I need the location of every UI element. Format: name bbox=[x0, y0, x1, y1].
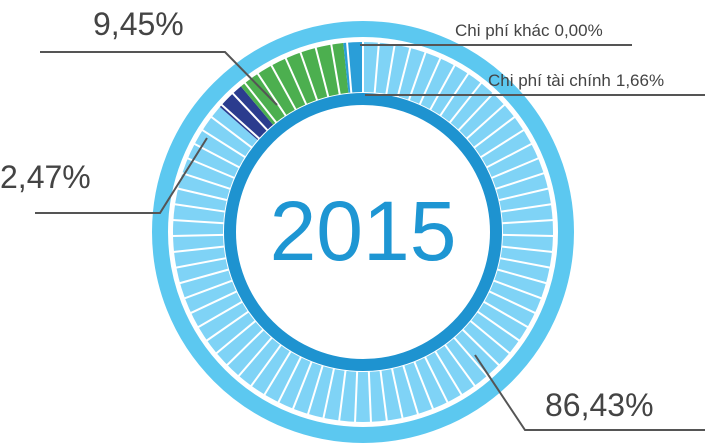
tile-divider bbox=[220, 103, 261, 140]
tile-divider bbox=[453, 336, 489, 378]
tile-divider bbox=[306, 364, 324, 416]
tile-divider bbox=[373, 41, 380, 94]
tile-divider bbox=[172, 245, 225, 253]
tile-divider bbox=[225, 328, 265, 367]
tile-divider bbox=[402, 364, 420, 416]
tile-divider bbox=[469, 319, 511, 355]
tile-divider bbox=[367, 370, 372, 423]
tile-divider bbox=[270, 64, 297, 111]
tile-divider bbox=[476, 310, 521, 342]
data-label: 9,45% bbox=[93, 6, 184, 42]
tile-divider bbox=[385, 43, 396, 96]
category-label: Chi phí khác bbox=[455, 21, 550, 40]
tile-divider bbox=[215, 319, 257, 355]
leader-line bbox=[474, 354, 705, 431]
inner-ring bbox=[224, 93, 502, 371]
tile-divider bbox=[479, 128, 525, 159]
tile-divider bbox=[461, 328, 501, 367]
tile-divider bbox=[256, 72, 287, 117]
tile-divider bbox=[175, 257, 227, 269]
tile-divider bbox=[189, 290, 238, 315]
tile-divider bbox=[379, 369, 388, 422]
center-text: 2015 bbox=[270, 184, 457, 278]
tile-divider bbox=[488, 290, 537, 315]
tile-divider bbox=[172, 233, 225, 237]
tile-divider bbox=[231, 92, 269, 132]
segment bbox=[240, 43, 349, 125]
tile-divider bbox=[277, 356, 303, 404]
tile-divider bbox=[201, 128, 247, 159]
tile-divider bbox=[354, 370, 359, 423]
tile-divider bbox=[249, 343, 283, 388]
tile-divider bbox=[443, 343, 477, 388]
tile-divider bbox=[205, 310, 250, 342]
tile-divider bbox=[322, 367, 336, 420]
tile-divider bbox=[173, 203, 226, 213]
tile-divider bbox=[501, 233, 554, 237]
data-label: 86,43% bbox=[545, 387, 654, 423]
tile-divider bbox=[314, 46, 330, 98]
tile-divider bbox=[496, 268, 548, 285]
tile-divider bbox=[448, 81, 483, 124]
tile-divider bbox=[498, 187, 550, 202]
tile-divider bbox=[418, 57, 442, 106]
labels: 86,43%2,47%9,45%Chi phí tài chính 1,66%Ch… bbox=[0, 6, 705, 431]
category-label: Chi phí tài chính bbox=[488, 71, 611, 90]
tile-divider bbox=[390, 367, 404, 420]
tile-divider bbox=[457, 92, 495, 132]
tile-divider bbox=[499, 257, 551, 269]
value-label: 1,66% bbox=[616, 71, 664, 90]
segment bbox=[219, 86, 274, 140]
data-label: Chi phí khác 0,00% bbox=[455, 21, 603, 40]
value-label: 2,47% bbox=[0, 159, 91, 195]
tile-divider bbox=[407, 51, 427, 102]
tile-divider bbox=[482, 300, 529, 329]
value-label: 9,45% bbox=[93, 6, 184, 42]
outer-ring bbox=[152, 21, 574, 443]
tile-divider bbox=[330, 43, 341, 96]
tile-dividers bbox=[172, 41, 554, 423]
tile-divider bbox=[346, 41, 353, 94]
leader-line bbox=[35, 137, 208, 214]
tile-divider bbox=[396, 46, 412, 98]
tile-divider bbox=[465, 103, 506, 140]
tile-divider bbox=[434, 350, 463, 396]
tile-divider bbox=[176, 187, 228, 202]
data-label: Chi phí tài chính 1,66% bbox=[488, 71, 664, 90]
leader-line bbox=[40, 51, 278, 106]
tile-divider bbox=[178, 268, 230, 285]
tile-divider bbox=[243, 81, 278, 124]
tile-divider bbox=[210, 115, 253, 149]
tile-divider bbox=[299, 51, 319, 102]
tile-divider bbox=[501, 219, 554, 225]
tile-divider bbox=[485, 142, 533, 169]
tile-divider bbox=[186, 157, 236, 180]
tile-divider bbox=[494, 172, 545, 190]
tile-divider bbox=[181, 172, 232, 190]
tile-divider bbox=[263, 350, 292, 396]
tile-divider bbox=[291, 360, 313, 410]
tile-divider bbox=[500, 203, 553, 213]
tile-divider bbox=[237, 336, 273, 378]
tile-divider bbox=[501, 245, 554, 253]
tile-divider bbox=[197, 300, 244, 329]
tile-divider bbox=[492, 279, 543, 300]
tile-divider bbox=[284, 57, 308, 106]
tile-divider bbox=[413, 360, 435, 410]
value-label: 0,00% bbox=[555, 21, 603, 40]
tile-divider bbox=[338, 369, 347, 422]
value-label: 86,43% bbox=[545, 387, 654, 423]
tile-divider bbox=[172, 219, 225, 225]
tile-divider bbox=[429, 64, 456, 111]
tile-divider bbox=[183, 279, 234, 300]
tile-divider bbox=[490, 157, 540, 180]
tile-divider bbox=[473, 115, 516, 149]
data-label: 2,47% bbox=[0, 159, 91, 195]
tile-divider bbox=[423, 356, 449, 404]
